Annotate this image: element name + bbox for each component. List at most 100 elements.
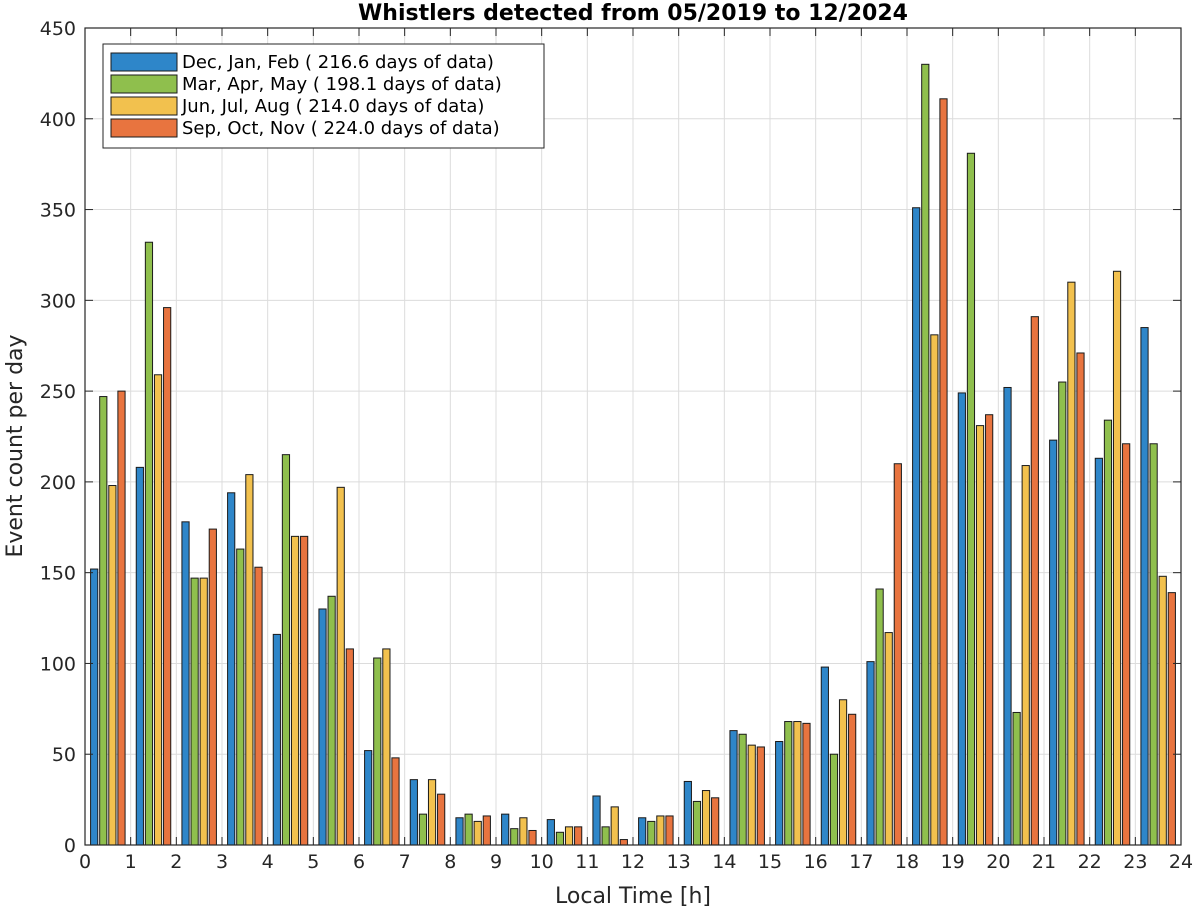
- x-tick-label: 7: [399, 851, 411, 873]
- bar-s1-h13: [683, 780, 692, 846]
- bar-s1-h15: [775, 741, 784, 846]
- bar-s4-h23: [1167, 592, 1176, 846]
- bar-s3-h3: [245, 474, 254, 846]
- bar-s1-h1: [135, 466, 144, 846]
- y-tick-label: 50: [52, 744, 76, 766]
- bar-s2-h2: [190, 577, 199, 846]
- bar-s1-h10: [546, 819, 555, 846]
- bar-s1-h0: [90, 568, 99, 846]
- y-axis-label: Event count per day: [3, 334, 28, 557]
- x-tick-label: 11: [575, 851, 599, 873]
- bar-s1-h21: [1049, 439, 1058, 846]
- bar-s2-h4: [281, 454, 291, 846]
- bar-s4-h12: [665, 815, 674, 846]
- bar-s3-h15: [793, 721, 802, 846]
- bar-s2-h0: [99, 396, 108, 846]
- bar-s2-h17: [875, 588, 884, 846]
- bar-s3-h2: [199, 577, 208, 846]
- bar-s1-h19: [957, 392, 966, 846]
- bar-s1-h23: [1140, 327, 1149, 846]
- bar-s2-h16: [829, 753, 839, 846]
- y-tick-label: 400: [40, 109, 76, 131]
- bar-s1-h18: [912, 207, 921, 846]
- bar-s4-h20: [1030, 316, 1039, 846]
- x-tick-label: 0: [79, 851, 91, 873]
- bar-s4-h7: [437, 793, 446, 846]
- legend-label-2: Mar, Apr, May ( 198.1 days of data): [182, 74, 502, 95]
- legend-label-3: Jun, Jul, Aug ( 214.0 days of data): [181, 96, 484, 117]
- x-tick-label: 19: [941, 851, 965, 873]
- x-tick-label: 3: [216, 851, 228, 873]
- bar-s1-h6: [364, 750, 373, 846]
- bar-s2-h3: [236, 548, 245, 846]
- y-tick-label: 350: [40, 200, 76, 222]
- x-tick-label: 18: [895, 851, 919, 873]
- y-tick-label: 150: [40, 563, 76, 585]
- bar-s4-h21: [1076, 352, 1085, 846]
- bar-s4-h10: [574, 826, 583, 846]
- bar-s4-h6: [391, 757, 400, 846]
- bar-s4-h14: [756, 746, 765, 846]
- bar-s3-h1: [153, 374, 163, 846]
- bar-s4-h13: [711, 797, 720, 846]
- bar-s1-h17: [866, 661, 875, 846]
- x-tick-label: 6: [353, 851, 365, 873]
- x-tick-label: 10: [530, 851, 554, 873]
- bar-s3-h11: [610, 806, 619, 846]
- bar-s1-h4: [272, 633, 281, 846]
- bar-s3-h9: [519, 817, 528, 846]
- y-tick-label: 200: [40, 472, 76, 494]
- legend-swatch-1: [110, 52, 178, 72]
- bar-s3-h4: [290, 535, 300, 846]
- bar-s1-h5: [318, 608, 327, 846]
- legend-swatch-2: [110, 74, 178, 94]
- bar-s1-h3: [227, 492, 236, 846]
- bar-s3-h7: [427, 779, 437, 846]
- x-tick-label: 23: [1123, 851, 1147, 873]
- bar-s2-h1: [144, 241, 154, 846]
- bar-s1-h8: [455, 817, 464, 846]
- bar-s3-h14: [747, 744, 756, 846]
- bar-s2-h11: [601, 826, 610, 846]
- legend-swatch-4: [110, 118, 178, 138]
- bar-s1-h2: [181, 521, 190, 846]
- legend-label-4: Sep, Oct, Nov ( 224.0 days of data): [182, 118, 500, 139]
- legend-label-1: Dec, Jan, Feb ( 216.6 days of data): [182, 52, 494, 73]
- bar-s3-h19: [975, 425, 985, 846]
- bar-s2-h15: [784, 721, 793, 846]
- bar-s3-h17: [884, 632, 893, 846]
- bar-s3-h20: [1021, 465, 1030, 846]
- y-tick-label: 450: [40, 18, 76, 40]
- x-tick-label: 1: [125, 851, 137, 873]
- bar-s4-h4: [300, 535, 309, 846]
- bar-s3-h16: [838, 699, 848, 846]
- x-tick-label: 24: [1169, 851, 1193, 873]
- bar-s4-h18: [939, 98, 948, 846]
- bar-s4-h9: [528, 829, 537, 846]
- x-tick-label: 13: [667, 851, 691, 873]
- bar-s2-h19: [966, 152, 976, 846]
- bar-s3-h13: [701, 790, 711, 846]
- bar-s3-h10: [564, 826, 574, 846]
- bar-s3-h18: [930, 334, 939, 846]
- bar-s2-h8: [464, 813, 473, 846]
- bar-s3-h12: [656, 815, 665, 846]
- y-tick-label: 300: [40, 290, 76, 312]
- x-tick-label: 20: [986, 851, 1010, 873]
- x-tick-label: 4: [262, 851, 274, 873]
- x-tick-label: 22: [1078, 851, 1102, 873]
- x-tick-label: 21: [1032, 851, 1056, 873]
- y-tick-label: 250: [40, 381, 76, 403]
- bar-s2-h20: [1012, 711, 1021, 846]
- bar-s2-h10: [555, 831, 565, 846]
- x-tick-label: 5: [307, 851, 319, 873]
- bar-s4-h15: [802, 722, 811, 846]
- bar-s2-h21: [1058, 381, 1067, 846]
- bar-s4-h22: [1122, 443, 1131, 846]
- bar-s4-h0: [117, 390, 126, 846]
- bar-s3-h0: [108, 485, 117, 846]
- bar-s3-h5: [336, 486, 345, 846]
- bar-s3-h22: [1112, 270, 1122, 846]
- bar-s4-h8: [482, 815, 491, 846]
